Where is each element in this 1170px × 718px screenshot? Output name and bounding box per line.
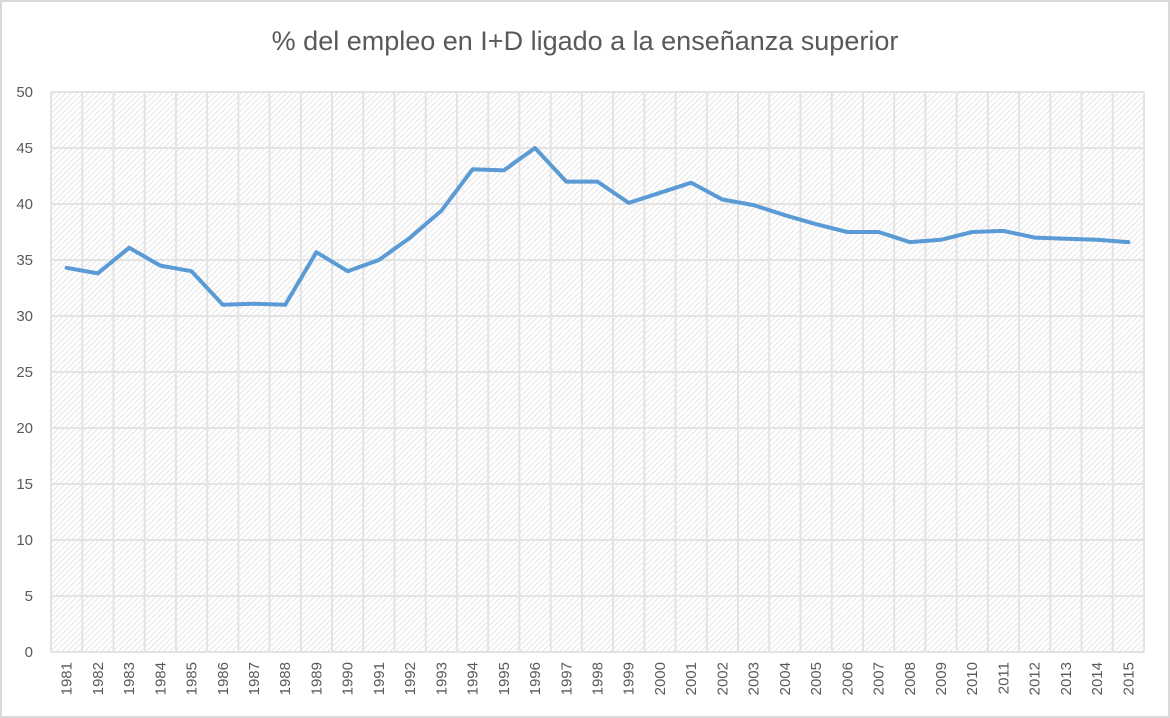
- x-tick-label: 1982: [90, 662, 107, 695]
- x-tick-label: 2005: [808, 662, 825, 695]
- x-tick-label: 2011: [995, 662, 1012, 694]
- x-tick-label: 2009: [933, 662, 950, 695]
- x-tick-label: 2006: [839, 662, 856, 695]
- x-tick-label: 1993: [433, 662, 450, 695]
- x-tick-label: 1986: [215, 662, 232, 695]
- x-tick-label: 1999: [621, 662, 638, 695]
- x-tick-label: 1987: [246, 662, 263, 695]
- x-tick-label: 2003: [746, 662, 763, 695]
- x-tick-label: 2013: [1058, 662, 1075, 695]
- y-axis-labels: 0 5 10 15 20 25 30 35 40 45 50: [16, 84, 33, 661]
- x-tick-label: 1988: [277, 662, 294, 695]
- x-tick-label: 2004: [777, 662, 794, 695]
- x-tick-label: 2002: [714, 662, 731, 695]
- x-tick-label: 1985: [184, 662, 201, 695]
- y-tick-label: 50: [16, 84, 33, 101]
- x-tick-label: 1998: [590, 662, 607, 695]
- x-tick-label: 2008: [902, 662, 919, 695]
- gridlines: [50, 91, 1145, 653]
- x-tick-label: 1995: [496, 662, 513, 695]
- y-tick-label: 0: [25, 644, 33, 661]
- chart-title: % del empleo en I+D ligado a la enseñanz…: [271, 26, 899, 56]
- x-tick-label: 2000: [652, 662, 669, 695]
- x-tick-label: 1983: [121, 662, 138, 695]
- x-tick-label: 1996: [527, 662, 544, 695]
- x-tick-label: 1992: [402, 662, 419, 695]
- x-tick-label: 1989: [308, 662, 325, 695]
- y-tick-label: 5: [25, 588, 33, 605]
- y-tick-label: 45: [16, 140, 33, 157]
- x-tick-label: 1990: [340, 662, 357, 695]
- x-tick-label: 1984: [152, 662, 169, 695]
- x-tick-label: 2010: [964, 662, 981, 695]
- x-tick-label: 2012: [1027, 662, 1044, 695]
- y-tick-label: 10: [16, 532, 33, 549]
- x-tick-label: 1981: [59, 662, 76, 695]
- x-tick-label: 2007: [871, 662, 888, 695]
- x-tick-label: 1991: [371, 662, 388, 695]
- data-line: [64, 146, 1131, 307]
- y-tick-label: 35: [16, 252, 33, 269]
- x-tick-label: 2014: [1089, 662, 1106, 695]
- y-tick-label: 40: [16, 196, 33, 213]
- y-tick-label: 15: [16, 476, 33, 493]
- y-tick-label: 20: [16, 420, 33, 437]
- x-tick-label: 2001: [683, 662, 700, 695]
- x-tick-label: 2015: [1120, 662, 1137, 695]
- x-tick-label: 1997: [558, 662, 575, 695]
- y-tick-label: 30: [16, 308, 33, 325]
- x-tick-label: 1994: [465, 662, 482, 695]
- y-tick-label: 25: [16, 364, 33, 381]
- x-axis-labels: 1981 1982 1983 1984 1985 1986 1987 1988 1989 1990…: [59, 662, 1138, 695]
